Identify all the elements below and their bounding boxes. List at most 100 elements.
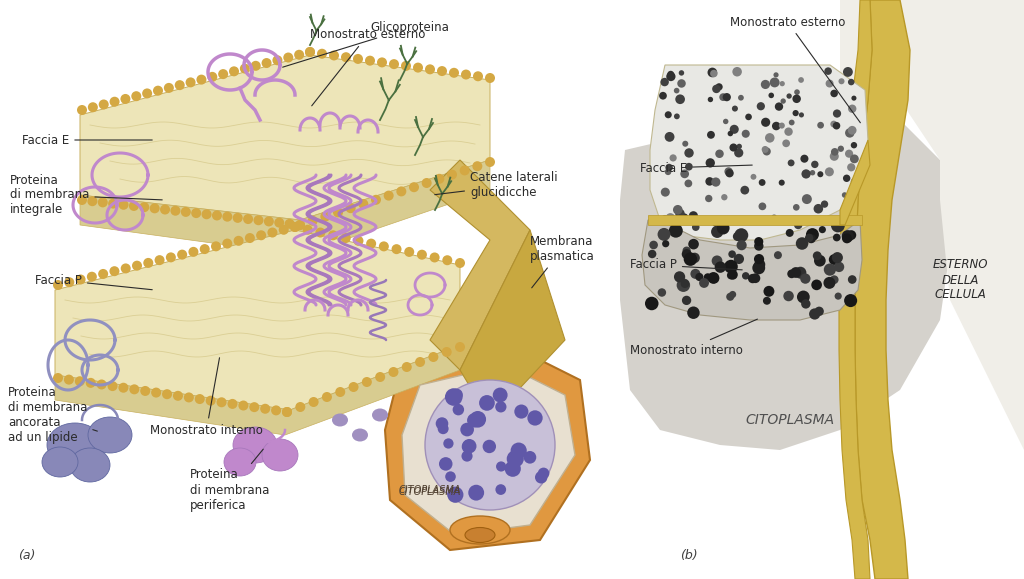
Circle shape [437,423,449,434]
Circle shape [711,226,723,238]
Circle shape [222,212,232,222]
Text: Faccia E: Faccia E [22,134,153,146]
Circle shape [657,228,671,241]
Circle shape [160,204,170,215]
Ellipse shape [352,428,368,442]
Circle shape [261,58,271,68]
Circle shape [295,402,305,412]
Circle shape [96,379,106,390]
Circle shape [712,255,722,266]
Circle shape [724,260,737,273]
Circle shape [768,93,774,98]
Circle shape [267,228,278,237]
Circle shape [660,78,669,86]
Polygon shape [80,55,490,220]
Text: ESTERNO
DELLA
CELLULA: ESTERNO DELLA CELLULA [932,258,988,302]
Circle shape [195,394,205,404]
Circle shape [842,230,854,242]
Circle shape [688,239,698,250]
Circle shape [659,92,667,100]
Text: (b): (b) [680,549,697,562]
Circle shape [795,89,800,95]
Polygon shape [648,215,862,225]
Circle shape [844,294,857,307]
Circle shape [131,91,141,101]
Circle shape [683,247,691,255]
Circle shape [496,461,506,471]
Circle shape [817,171,823,177]
Circle shape [538,468,549,479]
Circle shape [375,372,385,382]
Circle shape [729,291,736,298]
Circle shape [485,157,495,167]
Circle shape [109,199,118,208]
Circle shape [389,59,399,69]
Circle shape [200,244,210,254]
Circle shape [401,61,411,71]
Circle shape [396,186,407,196]
Circle shape [848,275,856,284]
Polygon shape [55,230,460,410]
Polygon shape [430,160,530,370]
Circle shape [829,276,839,284]
Circle shape [469,411,486,428]
Circle shape [717,222,729,234]
Circle shape [830,120,838,127]
Circle shape [245,233,255,243]
Circle shape [435,417,449,430]
Circle shape [507,450,524,467]
Polygon shape [620,0,1024,579]
Circle shape [823,263,836,276]
Polygon shape [650,65,868,240]
Text: (a): (a) [18,549,36,562]
Circle shape [75,376,85,386]
Circle shape [505,461,521,477]
Circle shape [346,203,355,213]
Circle shape [819,226,826,233]
Circle shape [153,86,163,96]
Circle shape [285,219,295,229]
Circle shape [341,52,351,62]
Circle shape [660,188,670,197]
Circle shape [295,220,305,230]
Circle shape [775,102,783,111]
Circle shape [770,78,779,87]
Circle shape [447,486,464,503]
Circle shape [724,167,733,175]
Circle shape [681,280,689,288]
Circle shape [780,98,785,104]
Circle shape [814,204,823,214]
Circle shape [845,128,854,138]
Circle shape [799,112,804,118]
Circle shape [830,90,838,97]
Circle shape [391,244,401,254]
Circle shape [129,384,139,394]
Circle shape [833,122,841,130]
Polygon shape [402,365,575,535]
Circle shape [53,280,63,290]
Circle shape [793,110,799,116]
Circle shape [274,218,285,228]
Circle shape [848,105,856,113]
Text: Monostrato esterno: Monostrato esterno [310,28,425,106]
Circle shape [437,66,447,76]
Circle shape [430,252,439,262]
Circle shape [684,252,697,266]
Circle shape [233,236,244,246]
Polygon shape [855,0,910,579]
Circle shape [809,309,820,320]
Circle shape [741,130,750,138]
Circle shape [222,239,232,248]
Circle shape [218,69,228,79]
Circle shape [682,141,688,146]
Circle shape [290,222,300,232]
Circle shape [445,389,463,406]
Circle shape [801,299,811,309]
Circle shape [152,387,161,398]
Circle shape [227,399,238,409]
Circle shape [674,88,680,93]
Circle shape [353,54,362,64]
Circle shape [422,178,432,188]
Circle shape [738,95,743,101]
Circle shape [842,192,848,198]
